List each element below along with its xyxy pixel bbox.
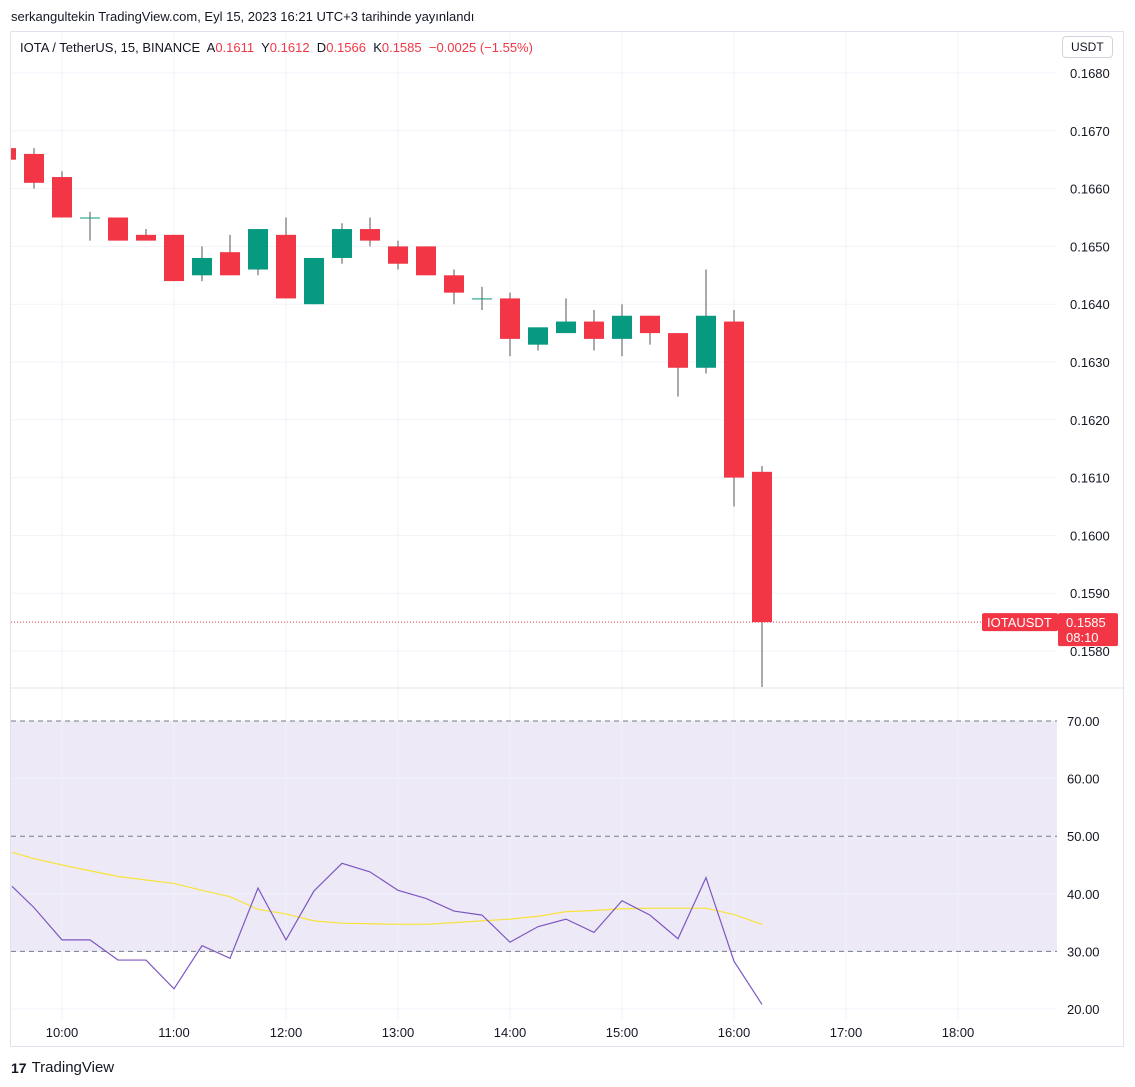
candle-body <box>108 217 128 241</box>
close-value: 0.1585 <box>381 40 422 55</box>
rsi-tick-label: 50.00 <box>1067 829 1100 844</box>
candle-body <box>752 471 772 623</box>
candle-body <box>80 217 100 219</box>
candle-body <box>640 315 660 334</box>
rsi-tick-label: 40.00 <box>1067 887 1100 902</box>
candle-body <box>472 298 492 300</box>
ohlc-legend: IOTA / TetherUS, 15, BINANCE A0.1611 Y0.… <box>20 40 533 55</box>
price-tick-label: 0.1660 <box>1070 182 1110 197</box>
candle-body <box>724 321 744 478</box>
chart-frame[interactable] <box>10 31 1124 1047</box>
price-tick-label: 0.1590 <box>1070 586 1110 601</box>
symbol-label: IOTAUSDT <box>987 615 1052 630</box>
price-tick-label: 0.1620 <box>1070 413 1110 428</box>
high-label: Y <box>261 40 270 55</box>
candle-body <box>668 333 688 368</box>
time-tick-label: 18:00 <box>942 1025 975 1040</box>
price-tick-label: 0.1580 <box>1070 644 1110 659</box>
time-tick-label: 17:00 <box>830 1025 863 1040</box>
price-label-bg <box>1058 613 1118 647</box>
candle-body <box>696 315 716 368</box>
candle-body <box>220 252 240 276</box>
time-tick-label: 16:00 <box>718 1025 751 1040</box>
price-tick-label: 0.1650 <box>1070 239 1110 254</box>
change-value: −0.0025 (−1.55%) <box>428 40 533 55</box>
countdown-label: 08:10 <box>1066 630 1099 645</box>
open-label: A <box>206 40 216 55</box>
price-tick-label: 0.1610 <box>1070 471 1110 486</box>
candle-body <box>276 234 296 299</box>
low-label: D <box>316 40 327 55</box>
candle-body <box>11 148 16 160</box>
rsi-line <box>11 862 763 1005</box>
candle-body <box>332 229 352 258</box>
tradingview-logo[interactable]: 17 TradingView <box>11 1059 114 1076</box>
candle-body <box>528 327 548 345</box>
candle-body <box>52 177 72 218</box>
high-value: 0.1612 <box>269 40 310 55</box>
open-value: 0.1611 <box>215 40 255 55</box>
published-note: serkangultekin TradingView.com, Eyl 15, … <box>11 9 475 24</box>
rsi-tick-label: 60.00 <box>1067 772 1100 787</box>
low-value: 0.1566 <box>326 40 366 55</box>
close-label: K <box>373 40 382 55</box>
currency-button[interactable]: USDT <box>1062 36 1113 58</box>
rsi-tick-label: 30.00 <box>1067 944 1100 959</box>
candle-body <box>360 229 380 241</box>
last-price-label: 0.1585 <box>1066 615 1106 630</box>
symbol-title[interactable]: IOTA / TetherUS, 15, BINANCE <box>20 40 201 55</box>
time-tick-label: 12:00 <box>270 1025 303 1040</box>
candle-body <box>136 234 156 241</box>
candle-body <box>388 246 408 264</box>
candle-body <box>416 246 436 276</box>
rsi-tick-label: 70.00 <box>1067 714 1100 729</box>
candle-body <box>556 321 576 334</box>
time-tick-label: 15:00 <box>606 1025 639 1040</box>
candle-body <box>500 298 520 339</box>
logo-text: TradingView <box>31 1059 115 1076</box>
candle-body <box>164 234 184 282</box>
price-tick-label: 0.1600 <box>1070 528 1110 543</box>
price-tick-label: 0.1640 <box>1070 297 1110 312</box>
rsi-tick-label: 20.00 <box>1067 1002 1100 1017</box>
candles <box>11 148 772 687</box>
symbol-label-bg <box>982 613 1058 632</box>
price-tick-label: 0.1630 <box>1070 355 1110 370</box>
candle-body <box>444 275 464 293</box>
candle-body <box>304 257 324 305</box>
time-tick-label: 14:00 <box>494 1025 527 1040</box>
candle-body <box>24 153 44 183</box>
time-tick-label: 10:00 <box>46 1025 79 1040</box>
candle-body <box>584 321 604 339</box>
time-tick-label: 11:00 <box>158 1025 190 1040</box>
time-tick-label: 13:00 <box>382 1025 415 1040</box>
price-tick-label: 0.1680 <box>1070 66 1110 81</box>
candle-body <box>248 229 268 270</box>
price-tick-label: 0.1670 <box>1070 124 1110 139</box>
candle-body <box>612 315 632 339</box>
tradingview-logo-icon: 17 <box>11 1059 27 1076</box>
candle-body <box>192 257 212 276</box>
